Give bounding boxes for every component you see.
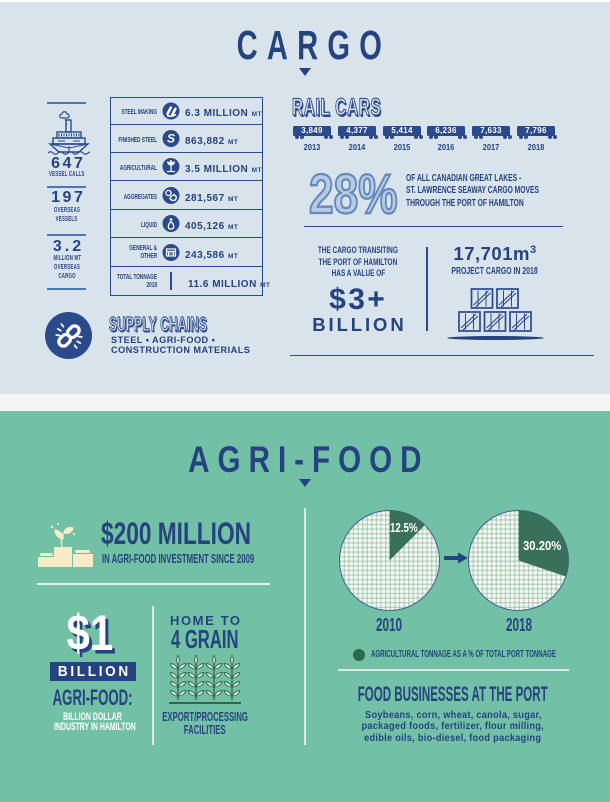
svg-text:S: S <box>167 132 175 146</box>
svg-text:XX: XX <box>168 251 174 256</box>
